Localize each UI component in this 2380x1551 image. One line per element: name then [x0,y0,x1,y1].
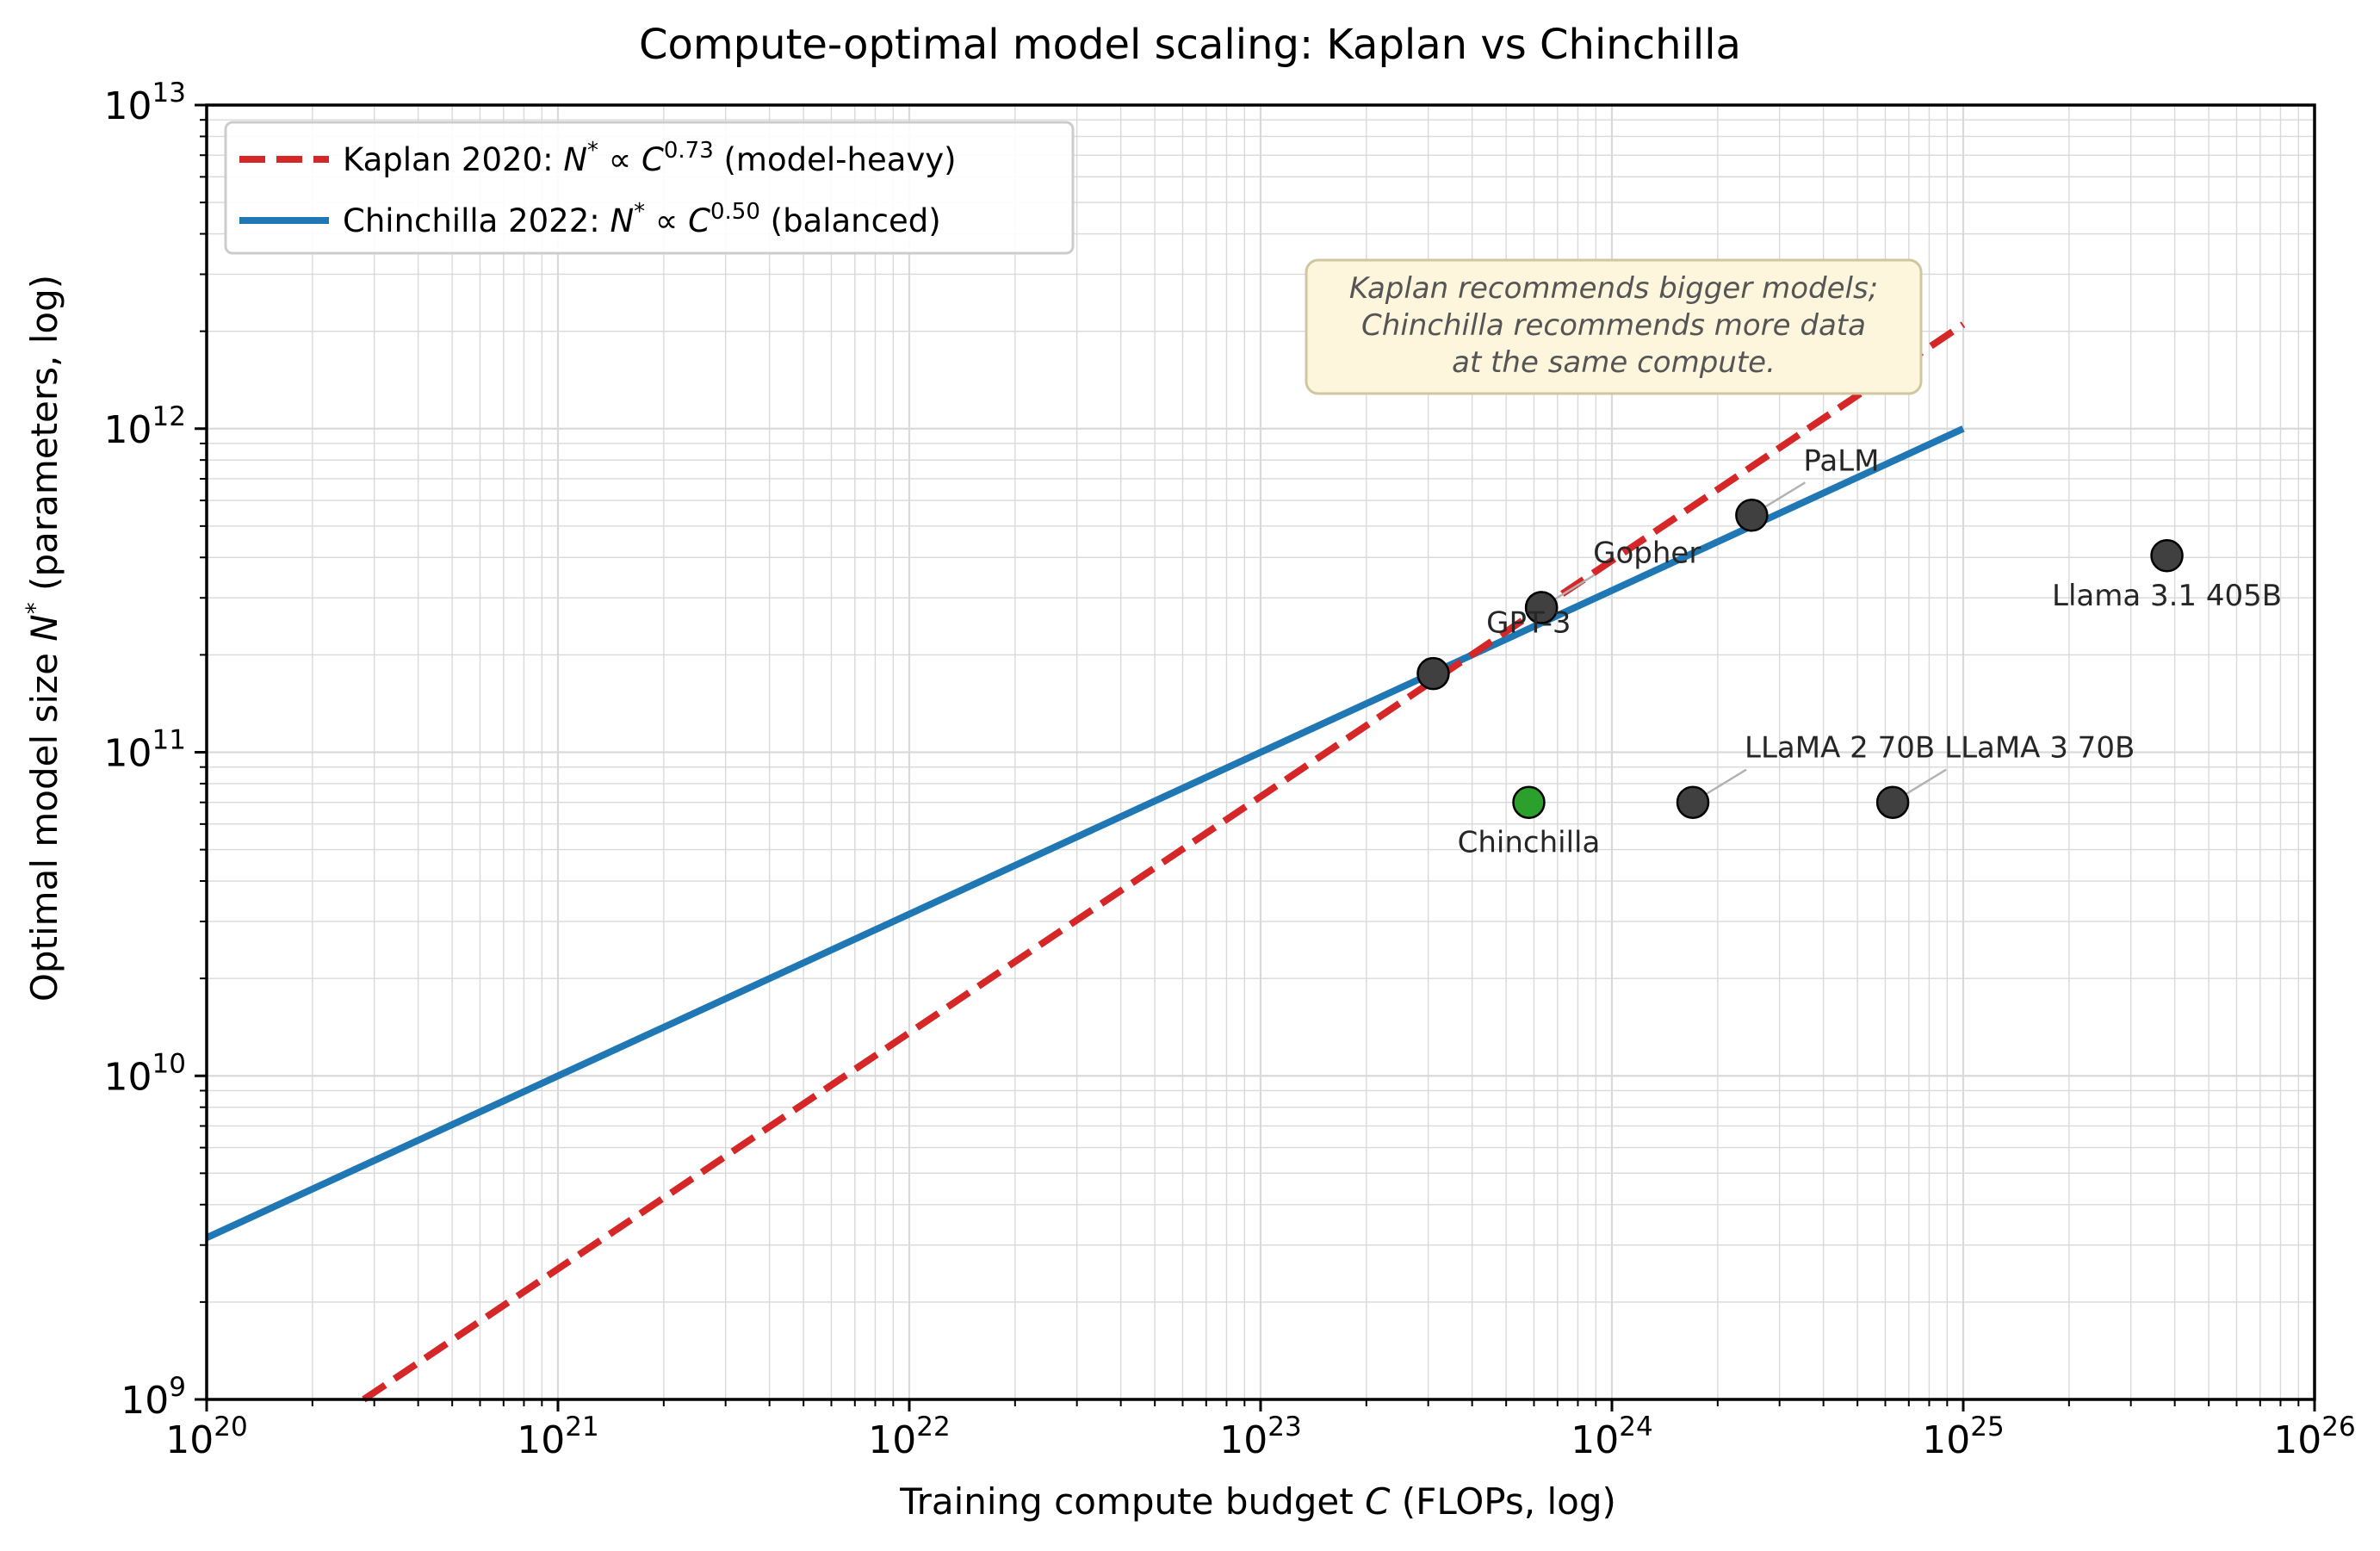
annotation-line: Chinchilla recommends more data [1361,308,1866,343]
annotation-box [1305,258,1923,395]
y-tick-exponent: 9 [169,1372,186,1403]
x-tick-label: 1021 [517,1411,598,1462]
annotation-line: Kaplan recommends bigger models; [1349,271,1878,306]
axes: 1020 1021 1022 1023 1024 1025 1026109101010111… [104,78,2356,1462]
label-llama-3-70b: LLaMA 3 70B [1944,731,2135,766]
leader-llama-3-70b [1906,768,1947,795]
point-llama-3-70b [1875,785,1910,819]
y-tick-label: 1011 [104,725,186,776]
legend-note: (model-heavy) [714,141,957,178]
chinchilla-line [205,425,1965,1241]
x-tick-label: 1026 [2273,1411,2355,1462]
y-tick-label: 1013 [104,78,186,128]
y-label-superscript: * [21,602,49,614]
y-tick-label: 109 [121,1372,186,1423]
legend-formula-star: * [634,199,645,225]
legend-formula-op: ∝ [645,202,688,239]
y-axis-label: Optimal model size N* (parameters, log) [21,275,65,1002]
legend-formula-op: ∝ [598,141,641,178]
y-tick-exponent: 12 [152,401,186,432]
legend-formula-rhs: C [688,202,710,239]
annotation: Kaplan recommends bigger models;Chinchil… [1305,258,1923,395]
y-tick-exponent: 11 [152,725,186,756]
y-label-suffix: (parameters, log) [23,275,65,602]
point-palm [1735,499,1769,532]
point-llama-2-70b [1676,785,1710,819]
label-gopher: Gopher [1593,536,1701,570]
x-tick-base: 10 [1219,1418,1267,1462]
point-unlabeled [1416,656,1450,691]
legend-entry-kaplan: Kaplan 2020: N* ∝ C0.73 (model-heavy) [343,138,957,178]
label-leaders [1554,481,1947,795]
y-tick-label: 1012 [104,401,186,452]
y-tick-exponent: 13 [152,78,186,109]
legend-formula-lhs: N [563,141,587,178]
y-tick-base: 10 [104,1055,152,1099]
leader-palm [1764,481,1807,508]
y-tick-label: 1010 [104,1048,186,1099]
y-label-symbol: N [23,614,65,641]
grid [205,105,2315,1401]
kaplan-line [362,321,1966,1403]
label-palm: PaLM [1803,444,1879,478]
legend-name: Kaplan 2020 [343,141,542,178]
x-tick-base: 10 [868,1418,916,1462]
x-tick-exponent: 26 [2321,1411,2355,1442]
label-llama-3-1-405b: Llama 3.1 405B [2052,579,2282,613]
x-tick-exponent: 21 [565,1411,598,1442]
legend-formula-rhs: C [641,141,664,178]
legend-formula-star: * [587,138,598,164]
x-tick-label: 1022 [868,1411,950,1462]
x-tick-base: 10 [165,1418,214,1462]
point-llama-3-1-405b [2150,538,2184,573]
legend-entry-chinchilla: Chinchilla 2022: N* ∝ C0.50 (balanced) [343,199,941,239]
x-tick-label: 1024 [1571,1411,1652,1462]
x-tick-label: 1025 [1922,1411,2004,1462]
label-chinchilla: Chinchilla [1458,826,1601,860]
y-tick-base: 10 [104,84,152,128]
legend-colon: : [542,141,563,178]
x-tick-exponent: 24 [1619,1411,1652,1442]
y-tick-base: 10 [121,1379,169,1423]
y-label-prefix: Optimal model size [23,642,65,1002]
legend-formula-exponent: 0.73 [664,138,714,164]
x-tick-base: 10 [517,1418,565,1462]
label-llama-2-70b: LLaMA 2 70B [1745,731,1935,766]
legend-colon: : [589,202,610,239]
x-tick-exponent: 20 [214,1411,247,1442]
x-label-symbol: C [1365,1480,1391,1523]
leader-gopher [1554,574,1596,600]
y-tick-base: 10 [104,732,152,776]
x-tick-exponent: 25 [1970,1411,2004,1442]
point-gopher [1524,591,1559,624]
legend-formula-lhs: N [610,202,634,239]
legend-box [224,121,1075,255]
label-gpt-3: GPT-3 [1486,605,1571,640]
legend-formula-exponent: 0.50 [710,199,760,225]
x-tick-label: 1020 [165,1411,247,1462]
x-tick-label: 1023 [1219,1411,1301,1462]
annotation-line: at the same compute. [1452,345,1776,380]
point-chinchilla [1512,785,1546,819]
x-tick-exponent: 23 [1267,1411,1301,1442]
x-axis-label: Training compute budget C (FLOPs, log) [899,1480,1616,1523]
x-tick-base: 10 [1571,1418,1619,1462]
point-labels: GPT-3 Gopher Chinchilla PaLM LLaMA 2 70B LLaM… [1458,444,2282,859]
y-tick-base: 10 [104,408,152,452]
legend: Kaplan 2020: N* ∝ C0.73 (model-heavy)Chi… [224,121,1075,255]
chart-title: Compute-optimal model scaling: Kaplan vs… [639,21,1741,69]
x-tick-base: 10 [1922,1418,1970,1462]
x-tick-base: 10 [2273,1418,2321,1462]
legend-note: (balanced) [760,202,941,239]
series-lines [205,321,1966,1403]
x-label-suffix: (FLOPs, log) [1390,1480,1615,1523]
data-points [1416,499,2184,819]
x-label-prefix: Training compute budget [899,1480,1365,1523]
leader-llama-2-70b [1706,768,1747,795]
x-tick-exponent: 22 [916,1411,950,1442]
y-tick-exponent: 10 [152,1048,186,1079]
legend-name: Chinchilla 2022 [343,202,589,239]
